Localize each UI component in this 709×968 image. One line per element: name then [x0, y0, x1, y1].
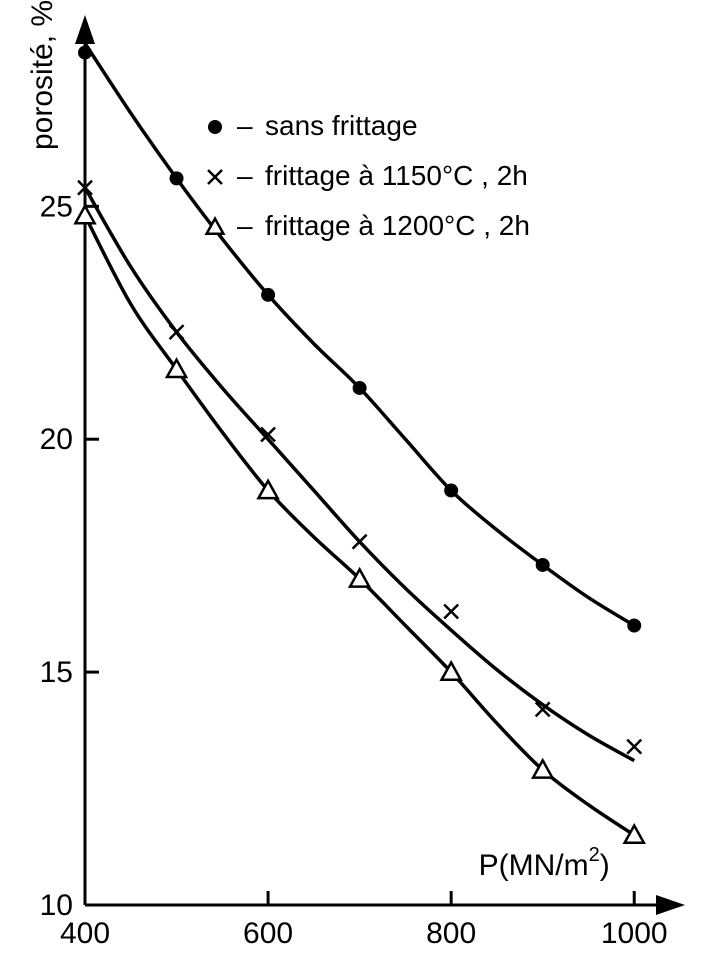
- data-point: [627, 619, 641, 633]
- data-point: [536, 558, 550, 572]
- legend-dash: –: [237, 160, 253, 191]
- y-tick-label: 25: [40, 190, 73, 223]
- data-point: [170, 171, 184, 185]
- x-tick-label: 800: [426, 917, 476, 950]
- series-line: [85, 216, 634, 836]
- legend: –sans frittage–frittage à 1150°C , 2h–fr…: [207, 110, 530, 241]
- y-tick-label: 15: [40, 656, 73, 689]
- data-point: [625, 826, 644, 843]
- porosity-chart: porosité, % 400600800100010152025 –sans …: [0, 0, 709, 968]
- legend-dash: –: [237, 110, 253, 141]
- x-tick-label: 1000: [601, 917, 668, 950]
- data-point: [353, 381, 367, 395]
- y-axis-arrow: [75, 15, 95, 44]
- y-tick-label: 20: [40, 423, 73, 456]
- data-point: [75, 206, 94, 223]
- series-line: [85, 188, 634, 761]
- legend-dash: –: [237, 210, 253, 241]
- x-tick-label: 600: [243, 917, 293, 950]
- x-axis-label: P(MN/m2): [479, 844, 610, 882]
- legend-label: frittage à 1150°C , 2h: [265, 160, 528, 191]
- legend-label: sans frittage: [265, 110, 418, 141]
- legend-label: frittage à 1200°C , 2h: [265, 210, 530, 241]
- x-axis-arrow: [656, 895, 685, 915]
- data-point: [78, 46, 92, 60]
- data-point: [261, 288, 275, 302]
- y-tick-label: 10: [40, 889, 73, 922]
- legend-marker: [208, 120, 222, 134]
- data-point: [444, 483, 458, 497]
- y-axis-label: porosité, %: [26, 0, 59, 150]
